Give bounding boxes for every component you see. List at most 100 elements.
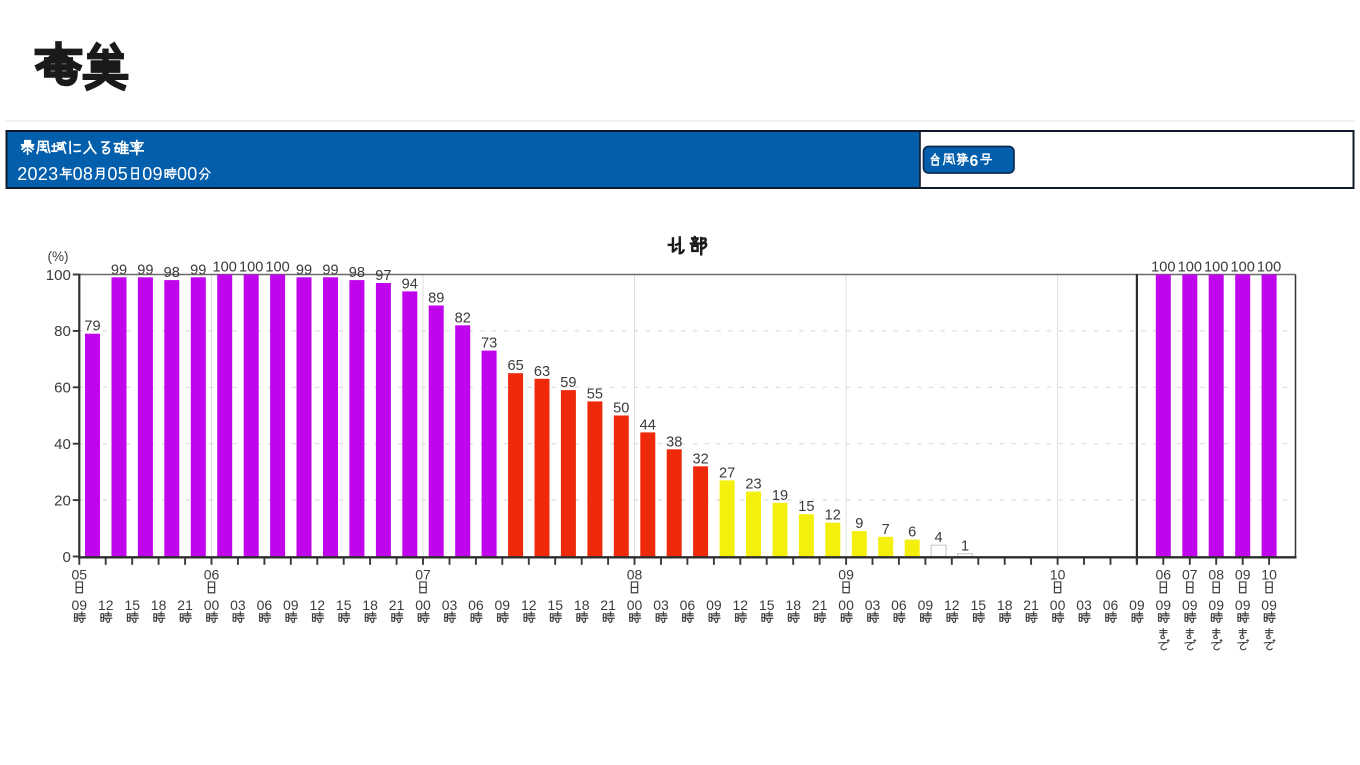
svg-text:100: 100 (1204, 260, 1228, 276)
svg-text:09: 09 (706, 597, 722, 613)
svg-text:07: 07 (1182, 567, 1198, 583)
svg-text:10: 10 (1050, 567, 1066, 583)
svg-text:19: 19 (772, 488, 788, 504)
svg-text:98: 98 (164, 265, 180, 281)
svg-text:12: 12 (98, 597, 114, 613)
svg-text:18: 18 (151, 597, 167, 613)
svg-text:99: 99 (137, 262, 153, 278)
svg-text:09: 09 (1235, 567, 1251, 583)
svg-text:10: 10 (1261, 567, 1277, 583)
svg-text:100: 100 (239, 260, 263, 276)
svg-text:44: 44 (640, 417, 656, 433)
svg-text:03: 03 (1076, 597, 1092, 613)
svg-text:08: 08 (627, 567, 643, 583)
svg-text:15: 15 (336, 597, 352, 613)
svg-text:73: 73 (481, 336, 497, 352)
svg-text:9: 9 (855, 516, 863, 532)
svg-text:00: 00 (1050, 597, 1066, 613)
svg-text:09: 09 (495, 597, 511, 613)
svg-text:06: 06 (680, 597, 696, 613)
svg-text:03: 03 (653, 597, 669, 613)
svg-text:6: 6 (908, 525, 916, 541)
svg-text:09: 09 (838, 567, 854, 583)
svg-text:2023: 2023 (17, 164, 58, 184)
svg-text:21: 21 (177, 597, 193, 613)
svg-text:06: 06 (1156, 567, 1172, 583)
svg-text:09: 09 (1156, 597, 1172, 613)
svg-text:100: 100 (1257, 260, 1281, 276)
svg-text:12: 12 (733, 597, 749, 613)
svg-text:80: 80 (54, 323, 71, 340)
svg-text:05: 05 (107, 164, 128, 184)
svg-text:65: 65 (507, 358, 523, 374)
svg-text:15: 15 (798, 499, 814, 515)
svg-text:100: 100 (1231, 260, 1255, 276)
svg-text:06: 06 (204, 567, 220, 583)
svg-text:40: 40 (54, 436, 71, 453)
svg-text:0: 0 (62, 549, 70, 566)
svg-text:00: 00 (627, 597, 643, 613)
svg-text:21: 21 (812, 597, 828, 613)
svg-text:09: 09 (1208, 597, 1224, 613)
svg-text:20: 20 (54, 492, 71, 509)
svg-text:03: 03 (865, 597, 881, 613)
svg-text:15: 15 (971, 597, 987, 613)
svg-text:06: 06 (1103, 597, 1119, 613)
svg-text:21: 21 (600, 597, 616, 613)
svg-text:09: 09 (72, 597, 88, 613)
svg-text:12: 12 (825, 508, 841, 524)
svg-text:59: 59 (560, 375, 576, 391)
svg-text:00: 00 (415, 597, 431, 613)
svg-text:1: 1 (961, 539, 969, 555)
svg-text:38: 38 (666, 434, 682, 450)
svg-text:00: 00 (204, 597, 220, 613)
svg-text:09: 09 (1261, 597, 1277, 613)
svg-text:07: 07 (415, 567, 431, 583)
svg-text:82: 82 (455, 310, 471, 326)
svg-text:100: 100 (1178, 260, 1202, 276)
svg-text:06: 06 (468, 597, 484, 613)
svg-text:18: 18 (362, 597, 378, 613)
svg-text:03: 03 (230, 597, 246, 613)
svg-text:21: 21 (389, 597, 405, 613)
svg-text:50: 50 (613, 401, 629, 417)
svg-text:60: 60 (54, 380, 71, 397)
svg-text:15: 15 (547, 597, 563, 613)
svg-text:08: 08 (73, 164, 94, 184)
svg-text:09: 09 (142, 164, 163, 184)
svg-text:09: 09 (1129, 597, 1145, 613)
svg-text:27: 27 (719, 465, 735, 481)
svg-text:05: 05 (72, 567, 88, 583)
svg-text:09: 09 (1235, 597, 1251, 613)
svg-text:100: 100 (46, 267, 71, 284)
svg-text:12: 12 (944, 597, 960, 613)
svg-text:23: 23 (745, 477, 761, 493)
svg-text:32: 32 (692, 451, 708, 467)
svg-text:06: 06 (257, 597, 273, 613)
svg-text:00: 00 (177, 164, 198, 184)
svg-text:18: 18 (574, 597, 590, 613)
svg-text:03: 03 (442, 597, 458, 613)
svg-text:09: 09 (1182, 597, 1198, 613)
svg-text:08: 08 (1208, 567, 1224, 583)
svg-text:99: 99 (296, 262, 312, 278)
svg-text:97: 97 (375, 268, 391, 284)
svg-text:18: 18 (785, 597, 801, 613)
svg-text:09: 09 (283, 597, 299, 613)
svg-text:79: 79 (84, 319, 100, 335)
svg-text:94: 94 (402, 276, 418, 292)
svg-text:100: 100 (265, 260, 289, 276)
svg-text:(%): (%) (48, 249, 69, 264)
svg-text:12: 12 (310, 597, 326, 613)
svg-text:18: 18 (997, 597, 1013, 613)
svg-text:7: 7 (882, 522, 890, 538)
svg-text:21: 21 (1023, 597, 1039, 613)
svg-text:98: 98 (349, 265, 365, 281)
svg-text:63: 63 (534, 364, 550, 380)
svg-text:99: 99 (190, 262, 206, 278)
svg-text:99: 99 (111, 262, 127, 278)
svg-text:55: 55 (587, 386, 603, 402)
svg-text:15: 15 (124, 597, 140, 613)
svg-text:100: 100 (213, 260, 237, 276)
svg-text:4: 4 (935, 530, 943, 546)
